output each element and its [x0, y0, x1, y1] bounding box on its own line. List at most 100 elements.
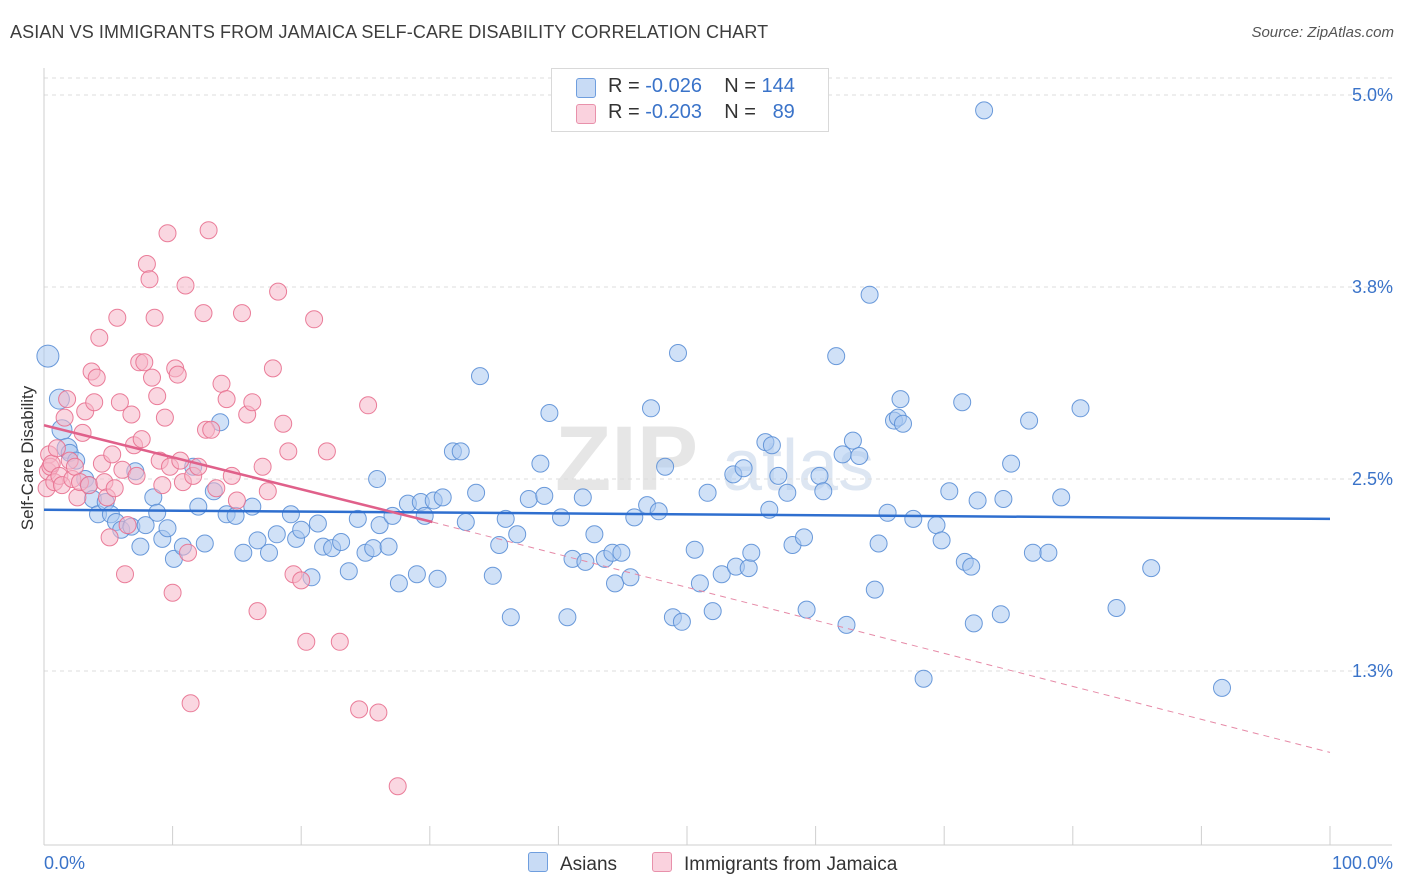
jamaica-point [217, 390, 236, 409]
legend-swatch-jamaica [576, 104, 596, 124]
asians-point [914, 669, 933, 688]
x-tick-label-min: 0.0% [44, 853, 85, 873]
asians-point [573, 488, 592, 507]
jamaica-point [87, 368, 106, 387]
asians-point [535, 486, 554, 505]
asians-point [968, 491, 987, 510]
asians-point [158, 519, 177, 538]
asians-point [456, 513, 475, 531]
asians-point [669, 344, 687, 362]
asians-point [712, 565, 731, 584]
asians-point [496, 509, 515, 528]
jamaica-point [258, 482, 277, 501]
jamaica-point [369, 703, 388, 722]
jamaica-point [388, 777, 407, 796]
jamaica-trend-extension [432, 521, 1331, 753]
asians-point [940, 482, 959, 501]
asians-point [685, 540, 704, 559]
asians-point [837, 615, 856, 634]
jamaica-point [330, 632, 349, 651]
asians-point [612, 543, 631, 562]
legend-n-label: N = [724, 75, 756, 97]
asians-point [891, 390, 910, 409]
asians-point [994, 490, 1013, 508]
asians-point [540, 404, 559, 422]
y-tick-label: 2.5% [1352, 469, 1393, 489]
x-tick-label-max: 100.0% [1332, 853, 1393, 873]
legend-n-value: 89 [772, 101, 795, 123]
jamaica-point [305, 310, 324, 329]
jamaica-point [143, 368, 161, 387]
asians-point [621, 568, 640, 587]
jamaica-point [155, 408, 174, 427]
legend-n-label: N = [724, 101, 756, 123]
asians-point [281, 505, 300, 524]
asians-point [672, 612, 691, 631]
jamaica-point [292, 571, 311, 590]
asians-point [131, 537, 150, 556]
asians-point [642, 399, 660, 418]
asians-point [1020, 411, 1039, 430]
jamaica-point [274, 414, 293, 433]
asians-point [932, 531, 951, 550]
jamaica-point [179, 543, 197, 562]
asians-point [519, 490, 538, 508]
jamaica-point [108, 308, 127, 327]
bottom-legend-swatch-asians [528, 852, 548, 872]
asians-point [308, 514, 327, 533]
asians-point [1002, 454, 1021, 473]
source-label: Source: ZipAtlas.com [1251, 24, 1394, 41]
asians-point [558, 608, 577, 627]
bottom-legend-asians: Asians [528, 852, 617, 876]
asians-point [339, 562, 358, 581]
asians-trend-line [43, 508, 1331, 521]
series-asians [36, 101, 1231, 697]
asians-point [370, 516, 389, 535]
asians-point [797, 600, 816, 619]
jamaica-trend-line [43, 424, 433, 524]
asians-point [292, 520, 311, 539]
y-tick-label: 5.0% [1352, 85, 1393, 105]
jamaica-point [127, 466, 146, 485]
jamaica-point [110, 393, 129, 412]
jamaica-point [181, 694, 200, 713]
jamaica-point [137, 255, 156, 273]
legend-r-label: R = [608, 101, 640, 123]
jamaica-point [100, 528, 119, 547]
asians-point [148, 503, 167, 522]
legend-r-value: -0.026 [645, 75, 702, 97]
asians-point [878, 503, 897, 522]
asians-point [1023, 543, 1042, 562]
asians-point [234, 543, 253, 562]
asians-point [769, 466, 788, 485]
y-tick-label: 3.8% [1352, 277, 1393, 297]
asians-point [975, 101, 994, 120]
asians-point [531, 454, 550, 473]
legend-r-value: -0.203 [645, 101, 702, 123]
asians-point [490, 536, 509, 554]
asians-point [1071, 399, 1090, 418]
asians-point [407, 565, 426, 584]
asians-point [576, 552, 595, 571]
bottom-legend-jamaica: Immigrants from Jamaica [652, 852, 897, 876]
jamaica-point [85, 393, 104, 412]
legend-text-jamaica: R = -0.203 N = 89 [608, 101, 795, 124]
jamaica-point [148, 387, 167, 406]
asians-point [860, 285, 879, 304]
asians-point [332, 533, 351, 551]
asians-point [379, 537, 398, 556]
jamaica-point [279, 442, 298, 461]
asians-point [690, 574, 709, 593]
trend-lines [43, 424, 1331, 753]
jamaica-point [317, 442, 336, 461]
jamaica-point [189, 457, 208, 476]
asians-point [649, 502, 668, 521]
asians-point [869, 534, 888, 553]
jamaica-point [227, 491, 246, 510]
asians-point [953, 393, 972, 412]
axes [43, 68, 1392, 846]
jamaica-point [176, 276, 195, 295]
asians-point [428, 569, 447, 588]
asians-point [260, 543, 278, 562]
asians-point [927, 516, 946, 535]
